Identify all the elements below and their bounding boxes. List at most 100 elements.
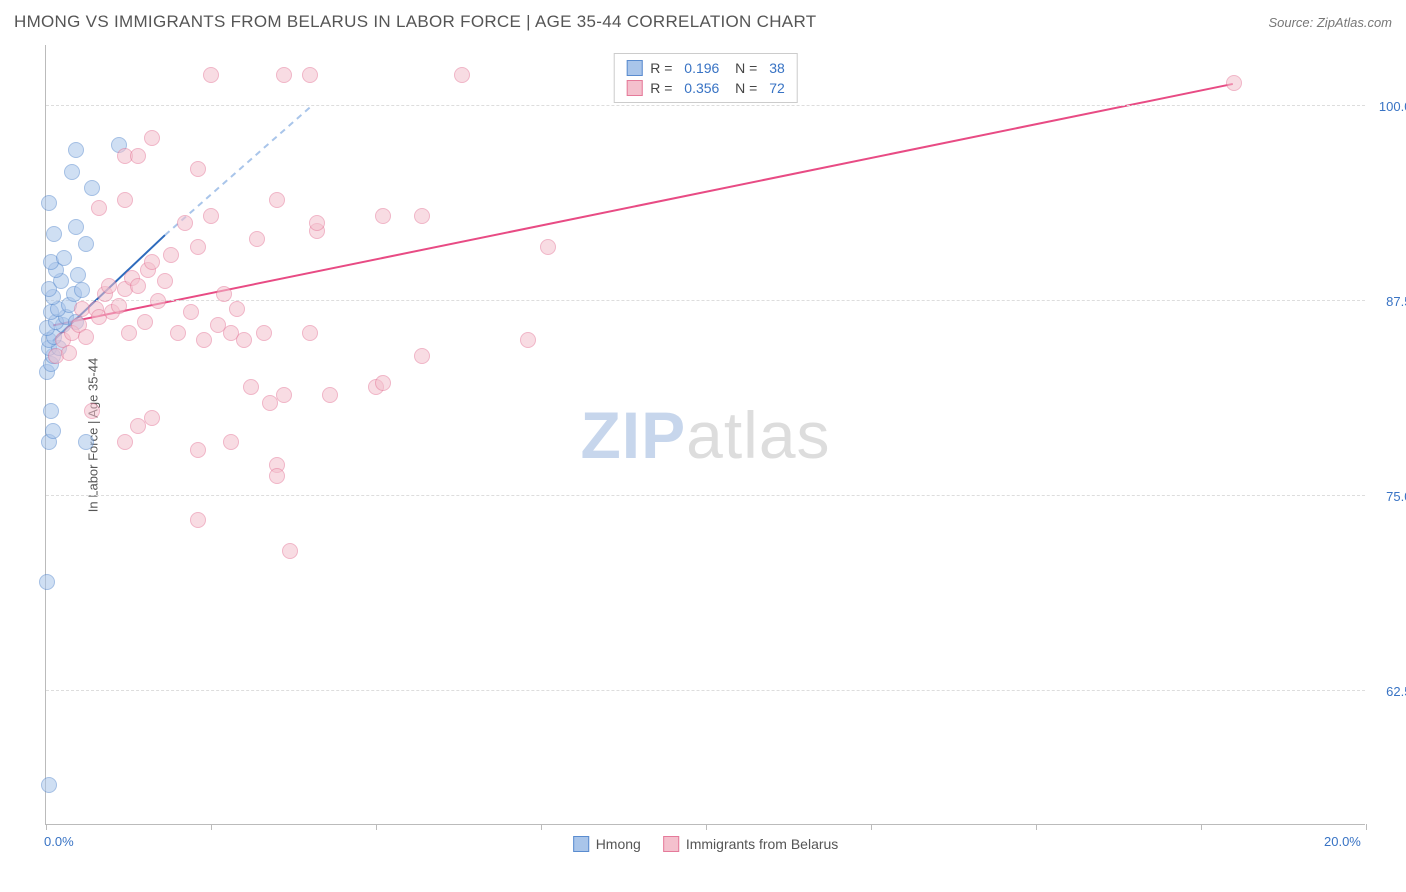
x-tick-label: 0.0% — [44, 834, 74, 849]
data-point — [144, 410, 160, 426]
data-point — [111, 298, 127, 314]
data-point — [375, 375, 391, 391]
gridline — [46, 300, 1365, 301]
data-point — [216, 286, 232, 302]
data-point — [84, 403, 100, 419]
chart-header: HMONG VS IMMIGRANTS FROM BELARUS IN LABO… — [14, 12, 1392, 32]
data-point — [236, 332, 252, 348]
y-tick-label: 75.0% — [1371, 489, 1406, 504]
legend-row: R = 0.196 N = 38 — [626, 58, 785, 78]
trend-lines — [46, 45, 1365, 824]
data-point — [41, 195, 57, 211]
gridline — [46, 105, 1365, 106]
data-point — [302, 67, 318, 83]
data-point — [56, 250, 72, 266]
data-point — [150, 293, 166, 309]
data-point — [74, 282, 90, 298]
data-point — [190, 512, 206, 528]
gridline — [46, 690, 1365, 691]
correlation-legend: R = 0.196 N = 38R = 0.356 N = 72 — [613, 53, 798, 103]
data-point — [540, 239, 556, 255]
data-point — [170, 325, 186, 341]
data-point — [78, 236, 94, 252]
data-point — [414, 348, 430, 364]
legend-item: Immigrants from Belarus — [663, 836, 838, 852]
data-point — [43, 403, 59, 419]
x-tick — [211, 824, 212, 830]
x-tick — [871, 824, 872, 830]
x-tick — [706, 824, 707, 830]
data-point — [196, 332, 212, 348]
series-legend: Hmong Immigrants from Belarus — [573, 836, 839, 852]
data-point — [375, 208, 391, 224]
data-point — [117, 434, 133, 450]
data-point — [190, 161, 206, 177]
data-point — [39, 574, 55, 590]
data-point — [84, 180, 100, 196]
chart-area: In Labor Force | Age 35-44 ZIPatlas R = … — [45, 45, 1365, 825]
x-tick-label: 20.0% — [1324, 834, 1361, 849]
legend-n-label: N = — [727, 60, 761, 76]
legend-swatch — [626, 80, 642, 96]
legend-n-label: N = — [727, 80, 761, 96]
data-point — [249, 231, 265, 247]
data-point — [269, 468, 285, 484]
y-tick-label: 87.5% — [1371, 294, 1406, 309]
data-point — [130, 278, 146, 294]
y-tick-label: 100.0% — [1371, 99, 1406, 114]
chart-title: HMONG VS IMMIGRANTS FROM BELARUS IN LABO… — [14, 12, 816, 32]
data-point — [78, 434, 94, 450]
data-point — [269, 192, 285, 208]
data-point — [41, 777, 57, 793]
data-point — [177, 215, 193, 231]
data-point — [203, 67, 219, 83]
data-point — [229, 301, 245, 317]
legend-swatch — [573, 836, 589, 852]
data-point — [101, 278, 117, 294]
x-tick — [1036, 824, 1037, 830]
data-point — [203, 208, 219, 224]
data-point — [243, 379, 259, 395]
data-point — [190, 239, 206, 255]
x-tick — [541, 824, 542, 830]
data-point — [256, 325, 272, 341]
legend-r-label: R = — [650, 60, 676, 76]
x-tick — [376, 824, 377, 830]
data-point — [144, 130, 160, 146]
data-point — [91, 200, 107, 216]
data-point — [46, 226, 62, 242]
data-point — [520, 332, 536, 348]
data-point — [137, 314, 153, 330]
gridline — [46, 495, 1365, 496]
legend-swatch — [663, 836, 679, 852]
data-point — [157, 273, 173, 289]
legend-r-value: 0.356 — [684, 80, 719, 96]
data-point — [309, 215, 325, 231]
legend-n-value: 38 — [769, 60, 785, 76]
data-point — [130, 148, 146, 164]
data-point — [302, 325, 318, 341]
data-point — [68, 219, 84, 235]
source-label: Source: ZipAtlas.com — [1268, 15, 1392, 30]
x-tick — [1201, 824, 1202, 830]
data-point — [68, 142, 84, 158]
legend-r-value: 0.196 — [684, 60, 719, 76]
data-point — [117, 192, 133, 208]
legend-row: R = 0.356 N = 72 — [626, 78, 785, 98]
watermark: ZIPatlas — [580, 397, 830, 473]
data-point — [61, 345, 77, 361]
data-point — [121, 325, 137, 341]
data-point — [64, 164, 80, 180]
data-point — [454, 67, 470, 83]
data-point — [1226, 75, 1242, 91]
y-tick-label: 62.5% — [1371, 684, 1406, 699]
data-point — [163, 247, 179, 263]
data-point — [322, 387, 338, 403]
data-point — [78, 329, 94, 345]
legend-n-value: 72 — [769, 80, 785, 96]
watermark-atlas: atlas — [686, 398, 830, 472]
legend-r-label: R = — [650, 80, 676, 96]
data-point — [276, 67, 292, 83]
legend-label: Hmong — [596, 836, 641, 852]
x-tick — [46, 824, 47, 830]
